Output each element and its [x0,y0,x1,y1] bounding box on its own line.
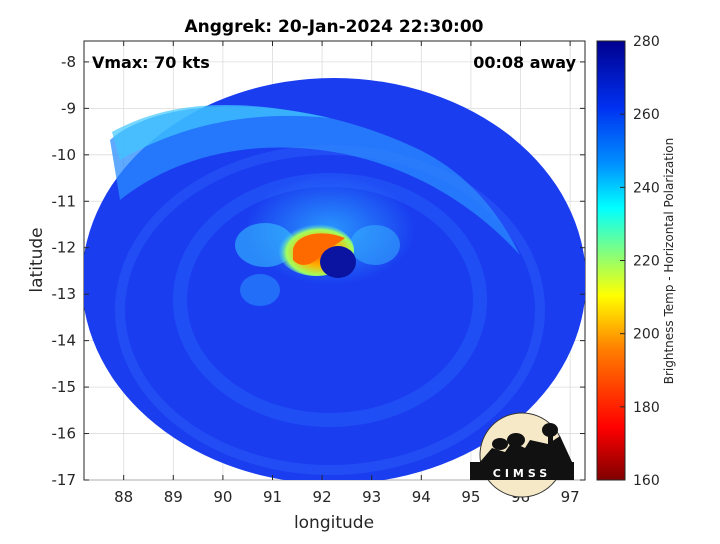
colorbar-tick-label: 240 [633,180,660,196]
cyclone-eye [320,246,356,278]
x-tick-label: 88 [114,488,133,506]
colorbar-tick-label: 160 [633,473,660,489]
outer-band [173,173,487,427]
colorbar-tick-label: 180 [633,400,660,416]
time-away-label: 00:08 away [473,53,576,72]
outer-band [115,145,545,475]
y-tick-label: -8 [61,53,76,71]
chart-title: Anggrek: 20-Jan-2024 22:30:00 [184,17,483,37]
colorbar-tick-label: 260 [633,107,660,123]
x-tick-label: 89 [164,488,183,506]
rainband-patch [350,225,400,265]
y-tick-label: -13 [52,285,77,303]
x-tick-label: 93 [362,488,381,506]
y-tick-label: -16 [52,425,77,443]
y-tick-label: -10 [52,146,77,164]
colorbar-tick-label: 220 [633,254,660,270]
x-tick-label: 97 [561,488,580,506]
colorbar-ticks: 280 260 240 220 200 180 160 [620,34,660,489]
x-tick-label: 95 [461,488,480,506]
eyewall-core [293,233,345,265]
y-tick-label: -17 [52,471,77,489]
y-tick-label: -9 [61,99,76,117]
colorbar-tick-label: 280 [633,34,660,50]
y-axis-label: latitude [27,227,47,292]
rainband-patch [240,274,280,306]
y-tick-label: -14 [52,332,77,350]
colorbar-label: Brightness Temp - Horizontal Polarizatio… [662,138,676,385]
y-tick-label: -15 [52,378,77,396]
cimss-logo: CIMSS [470,412,574,498]
x-tick-label: 92 [313,488,332,506]
y-tick-label: -11 [52,192,77,210]
y-tick-label: -12 [52,239,77,257]
x-axis: 88899091929394959697 [114,41,580,506]
logo-text: CIMSS [493,467,551,480]
y-axis: -8 -9 -10 -11 -12 -13 -14 -15 -16 -17 [52,53,585,489]
spiral-band-edge [112,105,330,160]
spiral-band [110,106,520,255]
colorbar-tick-label: 200 [633,327,660,343]
x-axis-label: longitude [294,513,374,533]
vmax-label: Vmax: 70 kts [92,53,210,72]
x-tick-label: 94 [412,488,431,506]
x-tick-label: 90 [213,488,232,506]
x-tick-label: 91 [263,488,282,506]
